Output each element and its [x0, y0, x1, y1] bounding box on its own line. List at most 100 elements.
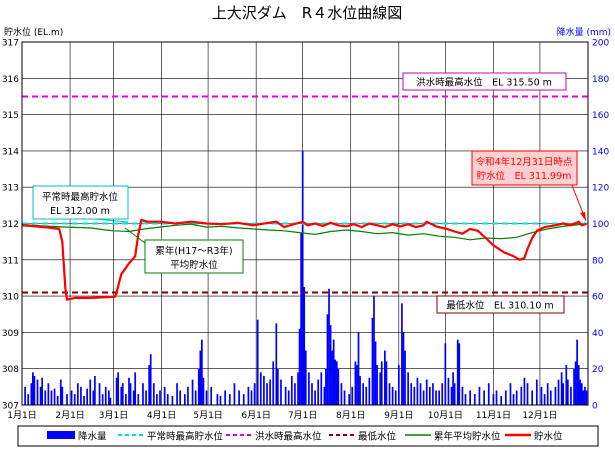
rain-bar [280, 379, 282, 405]
y-left-tick-label: 312 [2, 220, 19, 230]
annotation-min-text: 最低水位 EL 310.10 m [446, 300, 553, 312]
rain-bar [197, 368, 200, 405]
rain-bar [416, 377, 419, 405]
x-tick-label: 2月1日 [55, 410, 84, 421]
rain-bar [183, 394, 186, 405]
y-left-tick-label: 308 [2, 365, 19, 375]
rain-bar [233, 383, 236, 405]
rain-bar [92, 390, 95, 405]
rain-bar [201, 339, 203, 405]
rain-bar [132, 390, 135, 405]
legend-label-rain: 降水量 [78, 431, 107, 443]
legend-swatch-rain [47, 431, 75, 439]
rain-bar [156, 394, 158, 405]
rain-bar [391, 386, 394, 405]
rain-bar [354, 361, 357, 405]
rain-bar [115, 377, 118, 405]
rain-bar [394, 390, 397, 405]
y-left-tick-label: 310 [2, 293, 19, 303]
rain-bar [356, 365, 358, 405]
y-left-tick-label: 307 [2, 402, 19, 412]
rain-bar [573, 368, 575, 405]
rain-bar [328, 288, 330, 405]
rain-bar [562, 383, 565, 405]
rain-bar [546, 383, 549, 405]
y-right-tick-label: 60 [592, 293, 604, 303]
rain-bar [266, 383, 268, 405]
rain-bar [478, 386, 481, 405]
rain-bar [535, 379, 538, 405]
rain-bar [238, 390, 240, 405]
annotation-flood-max: 洪水時最高水位 EL 315.50 m [402, 72, 567, 91]
rain-bar [531, 390, 534, 405]
annotation-average: 累年(H17～R3年) 平均貯水位 [124, 227, 244, 274]
rain-bar [428, 386, 431, 405]
rain-bar [311, 383, 313, 405]
y-left-tick-label: 316 [2, 75, 19, 85]
x-tick-label: 6月1日 [241, 410, 270, 421]
rain-bar [121, 383, 124, 405]
rain-bar [554, 386, 557, 405]
rain-bar [50, 390, 53, 405]
rain-bar [373, 296, 375, 405]
rain-bar [152, 383, 155, 405]
rain-bar [290, 375, 293, 405]
rain-bar [362, 383, 365, 405]
rain-bar [397, 365, 400, 405]
rain-bar [585, 390, 588, 405]
rain-bar [187, 386, 189, 405]
rain-bar [59, 379, 62, 405]
rain-bar [294, 383, 296, 405]
rain-bar [228, 394, 231, 405]
chart-title: 上大沢ダム R４水位曲線図 [212, 4, 402, 22]
plot-border [21, 41, 589, 406]
rain-bar [560, 372, 563, 405]
rain-bar [447, 377, 450, 405]
rain-bar [582, 390, 585, 405]
rain-bar [441, 383, 444, 405]
rain-bar [109, 397, 112, 405]
rain-bar [450, 386, 453, 405]
rain-bar [297, 372, 299, 405]
y-right-tick-label: 140 [592, 147, 609, 157]
x-tick-label: 11月1日 [476, 410, 511, 421]
rain-bar [325, 368, 327, 405]
rain-bar [343, 390, 346, 405]
y-right-tick-label: 0 [592, 402, 598, 412]
rain-bar [515, 390, 518, 405]
rain-bar [483, 390, 485, 405]
rain-bar [191, 379, 194, 405]
rain-bar [435, 390, 437, 405]
rain-bar [148, 365, 151, 405]
y-right-tick-label: 180 [592, 75, 609, 85]
rain-bar [242, 394, 245, 405]
rain-bar [577, 365, 580, 405]
rain-bar [365, 386, 368, 405]
rain-bar [30, 383, 33, 405]
y-left-tick-label: 309 [2, 329, 19, 339]
rain-bar [86, 388, 88, 405]
legend: 降水量 平常時最高貯水位 洪水時最高水位 最低水位 累年平均貯水位 貯水位 [17, 425, 599, 447]
y-right-tick-label: 160 [592, 111, 609, 121]
rain-bar [500, 395, 503, 405]
y-left-tick-label: 315 [2, 111, 19, 121]
rain-bar [388, 383, 391, 405]
rain-bar [376, 365, 378, 405]
rain-bar [120, 386, 123, 405]
rain-bar [53, 388, 56, 405]
y-left-tick-label: 313 [2, 184, 19, 194]
rain-bar [340, 383, 343, 405]
rain-bar [570, 386, 572, 405]
rain-bar [263, 375, 265, 405]
rain-bar [308, 372, 310, 405]
rain-bar [444, 343, 447, 405]
rain-bar [159, 390, 161, 405]
y-left-tick-label: 314 [2, 147, 19, 157]
rain-bar [557, 379, 560, 405]
y-right-tick-label: 20 [592, 365, 604, 375]
x-tick-label: 9月1日 [384, 410, 413, 421]
rain-bar [210, 386, 213, 405]
rain-bar [335, 361, 338, 405]
x-tick-label: 5月1日 [193, 410, 222, 421]
rain-bar [163, 386, 166, 405]
